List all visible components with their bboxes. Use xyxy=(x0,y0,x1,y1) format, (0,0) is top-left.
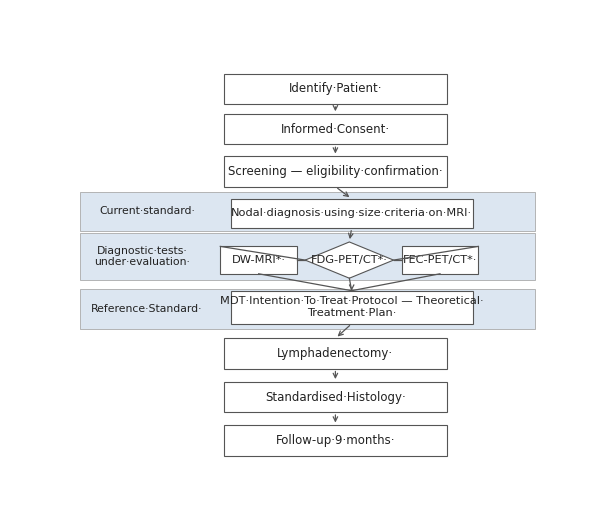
Text: Informed·Consent·: Informed·Consent· xyxy=(281,123,390,135)
Bar xyxy=(231,199,473,228)
Text: Screening — eligibility·confirmation·: Screening — eligibility·confirmation· xyxy=(228,165,443,178)
Text: Diagnostic·tests·
under·evaluation·: Diagnostic·tests· under·evaluation· xyxy=(94,246,190,267)
Bar xyxy=(224,382,447,412)
Bar xyxy=(224,74,447,104)
Bar xyxy=(231,291,473,324)
Text: Identify·Patient·: Identify·Patient· xyxy=(289,83,382,95)
Text: Reference·Standard·: Reference·Standard· xyxy=(91,304,203,314)
Text: Lymphadenectomy·: Lymphadenectomy· xyxy=(277,347,394,360)
Text: Follow-up·9·months·: Follow-up·9·months· xyxy=(275,434,395,447)
Bar xyxy=(224,425,447,456)
Text: MDT·Intention·To·Treat·Protocol — Theoretical·
Treatment·Plan·: MDT·Intention·To·Treat·Protocol — Theore… xyxy=(220,297,484,318)
Text: Nodal·diagnosis·using·size·criteria·on·MRI·: Nodal·diagnosis·using·size·criteria·on·M… xyxy=(231,208,472,219)
Text: FDG-PET/CT*·: FDG-PET/CT*· xyxy=(311,255,388,265)
Bar xyxy=(224,114,447,144)
Bar xyxy=(224,156,447,187)
Text: Standardised·Histology·: Standardised·Histology· xyxy=(265,391,406,404)
Text: Current·standard·: Current·standard· xyxy=(99,207,195,217)
Polygon shape xyxy=(305,242,394,278)
Text: DW-MRI*·: DW-MRI*· xyxy=(232,255,286,265)
Text: FEC-PET/CT*·: FEC-PET/CT*· xyxy=(403,255,477,265)
Bar xyxy=(80,289,535,328)
Bar xyxy=(224,338,447,369)
Bar xyxy=(401,246,478,274)
Bar xyxy=(80,191,535,231)
Bar xyxy=(220,246,297,274)
Bar xyxy=(80,233,535,280)
